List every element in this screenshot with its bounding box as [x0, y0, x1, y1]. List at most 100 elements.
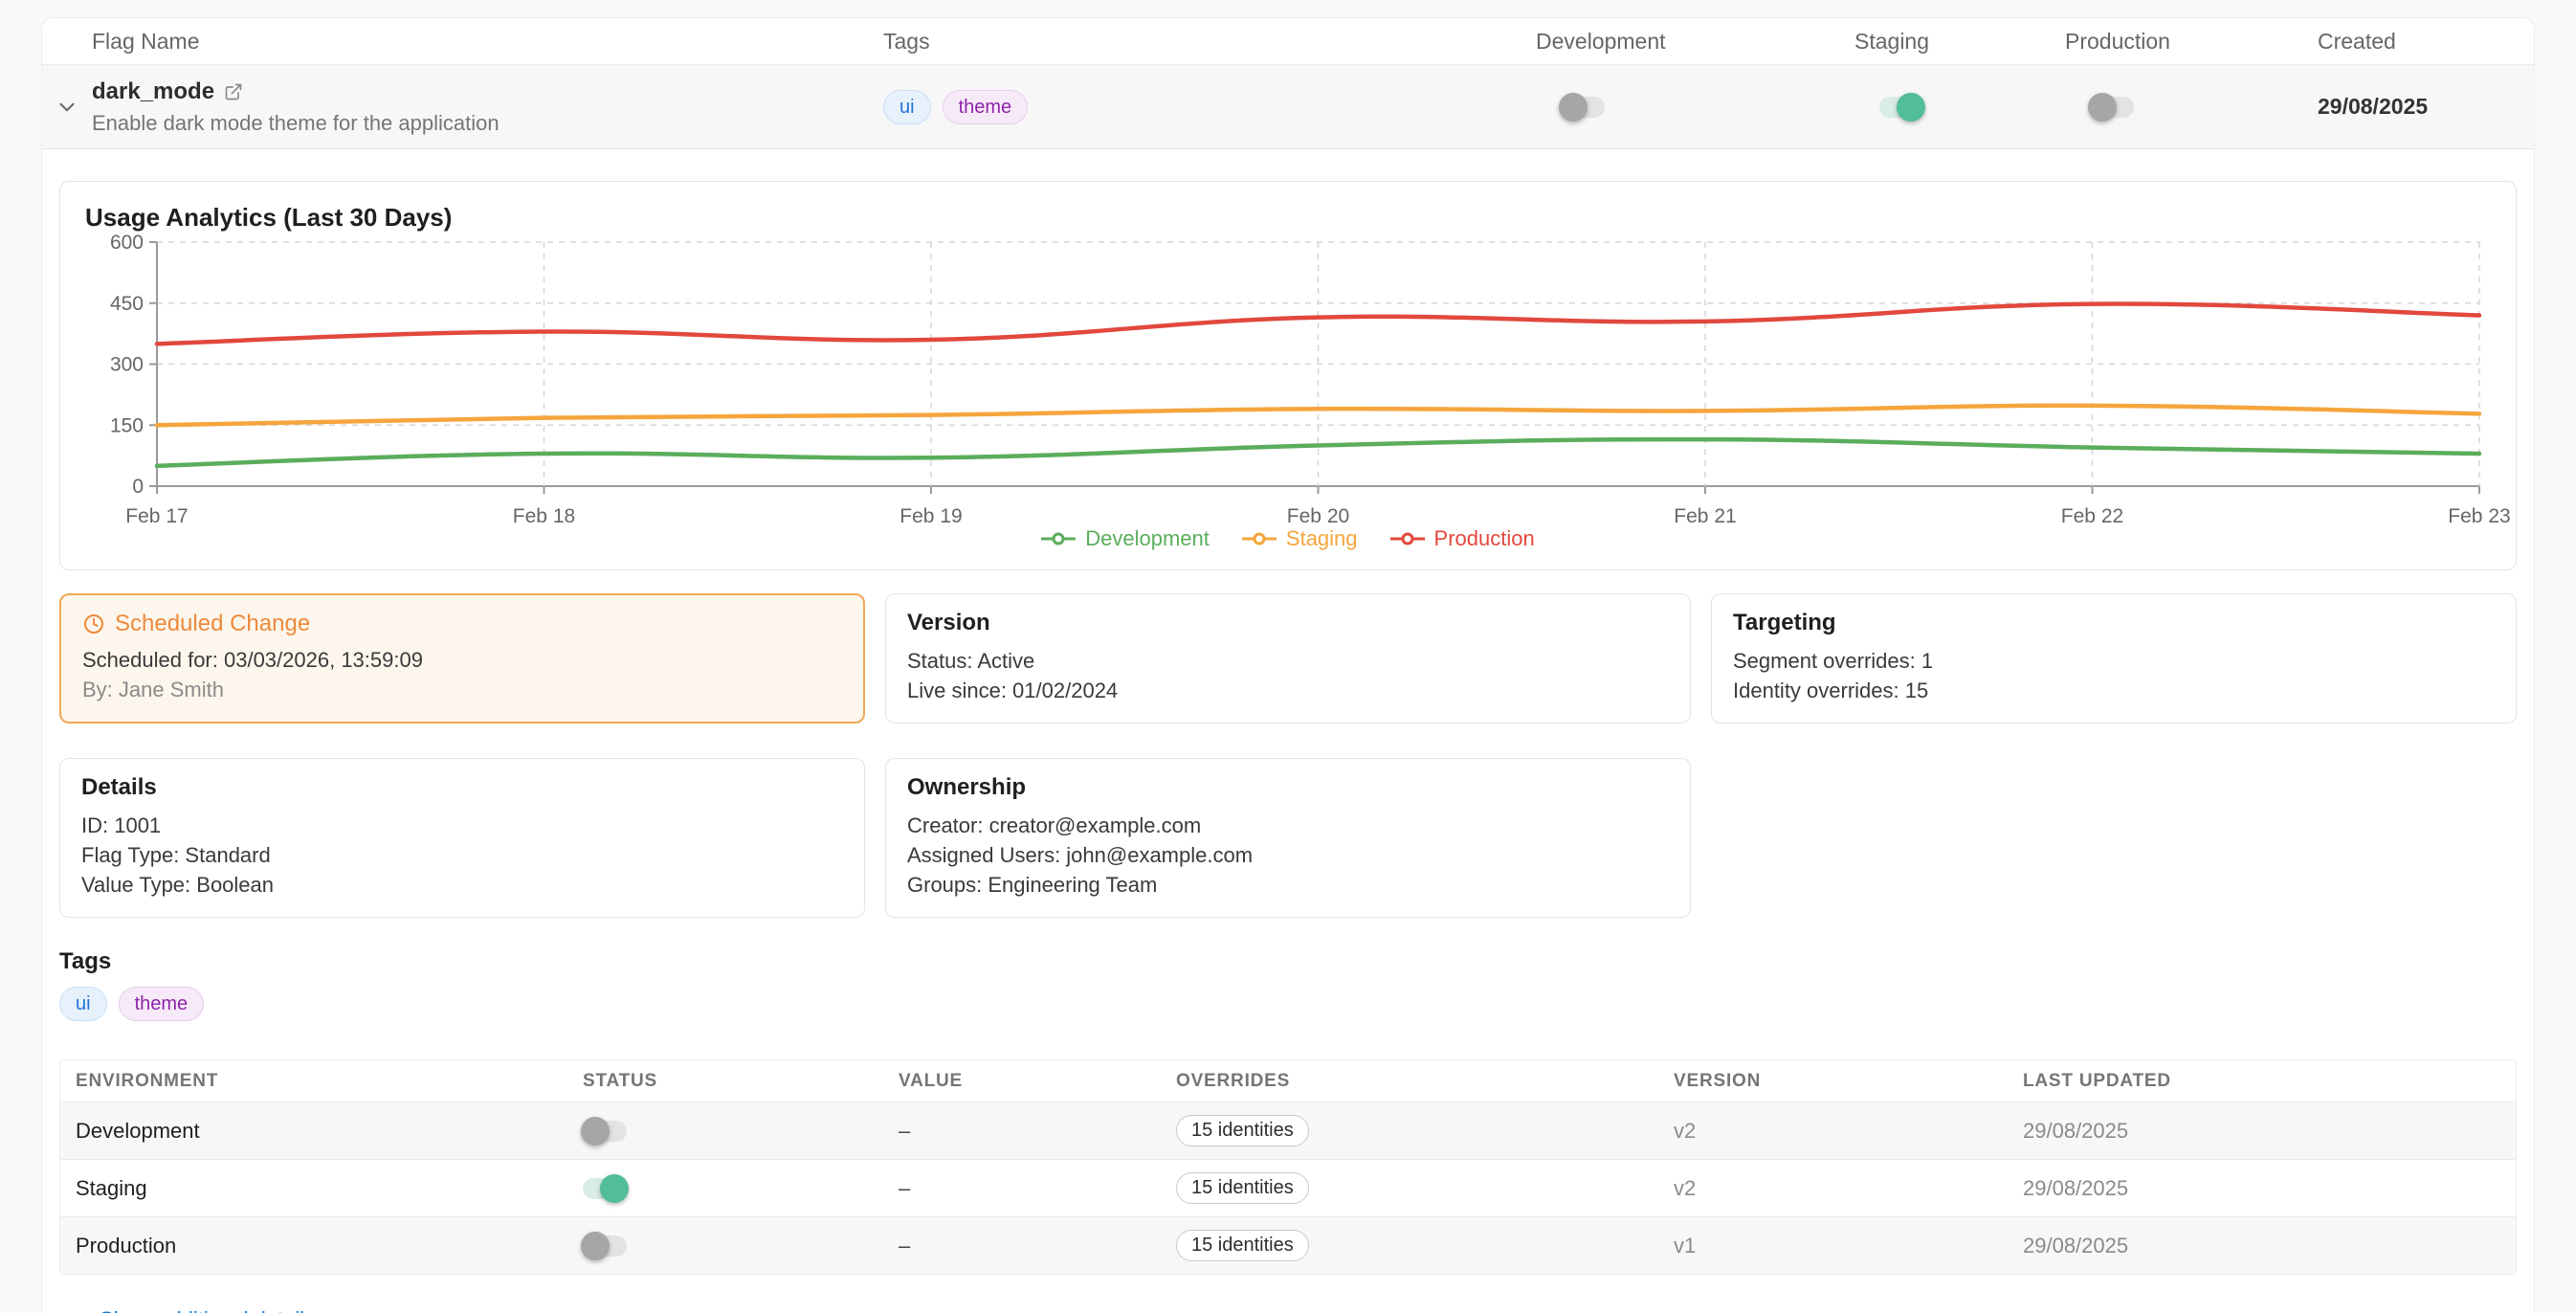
development-status-toggle[interactable] [583, 1121, 627, 1142]
env-name: Production [76, 1234, 583, 1258]
staging-toggle-cell [1854, 97, 2065, 118]
flag-name-cell: dark_mode Enable dark mode theme for the… [92, 78, 883, 136]
env-value: – [899, 1234, 1176, 1258]
tag-theme: theme [943, 90, 1029, 124]
svg-text:Feb 22: Feb 22 [2061, 505, 2123, 524]
development-toggle[interactable] [1561, 97, 1605, 118]
ownership-assigned-users: Assigned Users: john@example.com [907, 840, 1669, 870]
version-card: Version Status: Active Live since: 01/02… [885, 593, 1691, 723]
tags-section-title: Tags [59, 948, 2517, 975]
tag-ui: ui [883, 90, 931, 124]
legend-item-production: Production [1390, 526, 1535, 551]
env-version: v2 [1674, 1176, 2023, 1201]
scheduled-change-card: Scheduled Change Scheduled for: 03/03/20… [59, 593, 865, 723]
tag-ui: ui [59, 987, 107, 1021]
external-link-icon[interactable] [224, 82, 243, 101]
details-card: Details ID: 1001 Flag Type: Standard Val… [59, 758, 865, 918]
column-header-staging: Staging [1854, 29, 2065, 55]
legend-item-development: Development [1041, 526, 1210, 551]
env-name: Staging [76, 1176, 583, 1201]
env-header-environment: ENVIRONMENT [76, 1071, 583, 1092]
targeting-card: Targeting Segment overrides: 1 Identity … [1711, 593, 2517, 723]
segment-overrides: Segment overrides: 1 [1733, 646, 2495, 676]
env-value: – [899, 1176, 1176, 1201]
line-marker-icon [1390, 532, 1425, 545]
line-marker-icon [1041, 532, 1076, 545]
show-additional-details-label: Show additional details [100, 1307, 315, 1313]
ownership-card-title: Ownership [907, 774, 1669, 801]
toggle-knob [581, 1117, 610, 1146]
env-header-last-updated: LAST UPDATED [2023, 1071, 2516, 1092]
version-live-since: Live since: 01/02/2024 [907, 676, 1669, 705]
identities-badge[interactable]: 15 identities [1176, 1230, 1309, 1261]
ownership-groups: Groups: Engineering Team [907, 870, 1669, 900]
flag-table-header: Flag Name Tags Development Staging Produ… [42, 18, 2534, 64]
toggle-knob [581, 1232, 610, 1260]
column-header-flag-name: Flag Name [92, 29, 883, 55]
scheduled-change-title: Scheduled Change [115, 611, 310, 637]
chart-title: Usage Analytics (Last 30 Days) [85, 203, 2491, 233]
show-additional-details-link[interactable]: Show additional details [73, 1307, 2517, 1313]
details-value-type: Value Type: Boolean [81, 870, 843, 900]
feature-flag-panel: Flag Name Tags Development Staging Produ… [41, 17, 2535, 1313]
env-header-status: STATUS [583, 1071, 899, 1092]
flag-name[interactable]: dark_mode [92, 78, 214, 105]
staging-toggle[interactable] [1879, 97, 1923, 118]
legend-item-staging: Staging [1242, 526, 1358, 551]
version-status: Status: Active [907, 646, 1669, 676]
svg-text:0: 0 [132, 476, 144, 498]
svg-text:150: 150 [110, 414, 144, 436]
flag-row[interactable]: dark_mode Enable dark mode theme for the… [42, 64, 2534, 149]
env-value: – [899, 1119, 1176, 1144]
tag-theme: theme [119, 987, 205, 1021]
identities-badge[interactable]: 15 identities [1176, 1172, 1309, 1204]
env-version: v2 [1674, 1119, 2023, 1144]
flag-description: Enable dark mode theme for the applicati… [92, 111, 883, 136]
toggle-knob [1559, 93, 1588, 122]
flag-created-date: 29/08/2025 [2318, 94, 2534, 120]
svg-text:Feb 21: Feb 21 [1674, 505, 1736, 524]
environments-table: ENVIRONMENT STATUS VALUE OVERRIDES VERSI… [59, 1059, 2517, 1275]
svg-text:Feb 17: Feb 17 [125, 505, 188, 524]
version-card-title: Version [907, 610, 1669, 636]
usage-analytics-card: Usage Analytics (Last 30 Days) 0 150 300 45… [59, 181, 2517, 570]
table-row-production: Production – 15 identities v1 29/08/2025 [60, 1216, 2516, 1274]
svg-text:450: 450 [110, 293, 144, 315]
env-last-updated: 29/08/2025 [2023, 1234, 2516, 1258]
column-header-tags: Tags [883, 29, 1536, 55]
toggle-knob [1897, 93, 1925, 122]
svg-text:Feb 23: Feb 23 [2448, 505, 2510, 524]
toggle-knob [600, 1174, 629, 1203]
flag-table: Flag Name Tags Development Staging Produ… [42, 18, 2534, 149]
development-toggle-cell [1536, 97, 1854, 118]
svg-text:Feb 18: Feb 18 [513, 505, 575, 524]
scheduled-by-text: By: Jane Smith [82, 675, 842, 704]
staging-status-toggle[interactable] [583, 1178, 627, 1199]
production-status-toggle[interactable] [583, 1235, 627, 1257]
env-header-value: VALUE [899, 1071, 1176, 1092]
svg-text:Feb 19: Feb 19 [899, 505, 962, 524]
env-header-version: VERSION [1674, 1071, 2023, 1092]
env-last-updated: 29/08/2025 [2023, 1176, 2516, 1201]
expand-row-button[interactable] [42, 95, 92, 120]
usage-line-chart: 0150300450600Feb 17Feb 18Feb 19Feb 20Feb… [85, 233, 2516, 524]
details-id: ID: 1001 [81, 811, 843, 840]
identity-overrides: Identity overrides: 15 [1733, 676, 2495, 705]
clock-icon [82, 612, 105, 635]
column-header-created: Created [2318, 29, 2534, 55]
scheduled-for-text: Scheduled for: 03/03/2026, 13:59:09 [82, 645, 842, 675]
details-card-title: Details [81, 774, 843, 801]
svg-text:300: 300 [110, 354, 144, 376]
targeting-card-title: Targeting [1733, 610, 2495, 636]
column-header-development: Development [1536, 29, 1854, 55]
tags-section: Tags ui theme [59, 948, 2517, 1021]
svg-text:600: 600 [110, 233, 144, 254]
ownership-card: Ownership Creator: creator@example.com A… [885, 758, 1691, 918]
column-header-production: Production [2065, 29, 2318, 55]
chevron-down-icon [55, 95, 79, 120]
identities-badge[interactable]: 15 identities [1176, 1115, 1309, 1146]
env-name: Development [76, 1119, 583, 1144]
env-header-overrides: OVERRIDES [1176, 1071, 1674, 1092]
env-version: v1 [1674, 1234, 2023, 1258]
production-toggle[interactable] [2090, 97, 2134, 118]
